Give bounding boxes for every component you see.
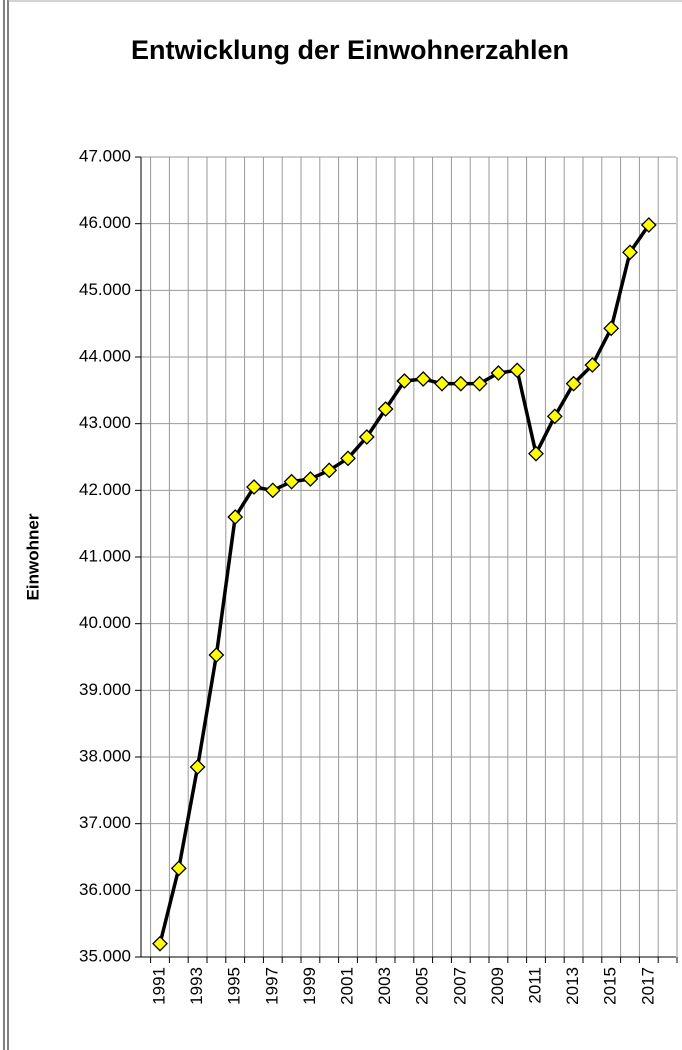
- marker: [208, 647, 225, 663]
- marker: [170, 860, 187, 877]
- y-tick-label: 38.000: [79, 746, 131, 765]
- marker: [377, 401, 394, 417]
- marker: [546, 408, 563, 425]
- y-tick-label: 46.000: [79, 213, 131, 232]
- marker: [340, 450, 356, 467]
- y-tick-label: 43.000: [79, 413, 131, 432]
- x-tick-label: 1993: [187, 967, 206, 1005]
- marker: [283, 473, 300, 490]
- marker: [622, 244, 638, 261]
- marker: [640, 217, 657, 233]
- marker: [358, 429, 375, 445]
- x-tick-label: 2003: [375, 967, 394, 1005]
- marker: [565, 375, 582, 392]
- chart-title: Entwicklung der Einwohnerzahlen: [131, 35, 569, 65]
- marker: [227, 509, 244, 525]
- x-tick-label: 1997: [262, 967, 281, 1005]
- marker: [302, 471, 319, 487]
- x-tick-label: 1999: [300, 967, 319, 1005]
- marker: [509, 362, 526, 379]
- y-tick-label: 40.000: [79, 613, 131, 632]
- marker: [603, 320, 620, 337]
- x-tick-label: 2011: [525, 967, 544, 1004]
- y-tick-label: 35.000: [79, 946, 131, 965]
- x-tick-label: 2009: [488, 967, 507, 1005]
- marker: [415, 371, 432, 387]
- marker: [152, 935, 168, 952]
- y-tick-label: 36.000: [79, 880, 131, 899]
- y-tick-label: 37.000: [79, 813, 131, 832]
- y-tick-label: 44.000: [79, 346, 131, 365]
- marker: [189, 759, 206, 775]
- marker: [452, 375, 469, 392]
- x-tick-label: 1995: [225, 967, 244, 1005]
- x-tick-label: 2015: [601, 967, 620, 1005]
- series-line: [158, 224, 651, 945]
- y-tick-label: 41.000: [79, 546, 131, 565]
- marker: [246, 479, 262, 495]
- marker: [434, 375, 450, 392]
- x-tick-label: 2017: [638, 967, 657, 1005]
- x-tick-label: 2001: [337, 967, 356, 1005]
- x-tick-label: 1991: [149, 967, 168, 1005]
- marker: [396, 373, 413, 389]
- marker: [321, 462, 338, 479]
- marker: [471, 375, 488, 392]
- y-tick-label: 42.000: [79, 480, 131, 499]
- y-tick-label: 47.000: [79, 146, 131, 165]
- y-tick-label: 45.000: [79, 280, 131, 299]
- x-tick-label: 2005: [413, 967, 432, 1005]
- marker: [490, 365, 507, 381]
- marker: [584, 357, 601, 373]
- x-tick-label: 2007: [450, 967, 469, 1005]
- y-axis-label: Einwohner: [23, 513, 42, 600]
- marker: [528, 445, 544, 462]
- marker: [264, 482, 281, 499]
- x-tick-label: 2013: [563, 967, 582, 1005]
- y-tick-label: 39.000: [79, 680, 131, 699]
